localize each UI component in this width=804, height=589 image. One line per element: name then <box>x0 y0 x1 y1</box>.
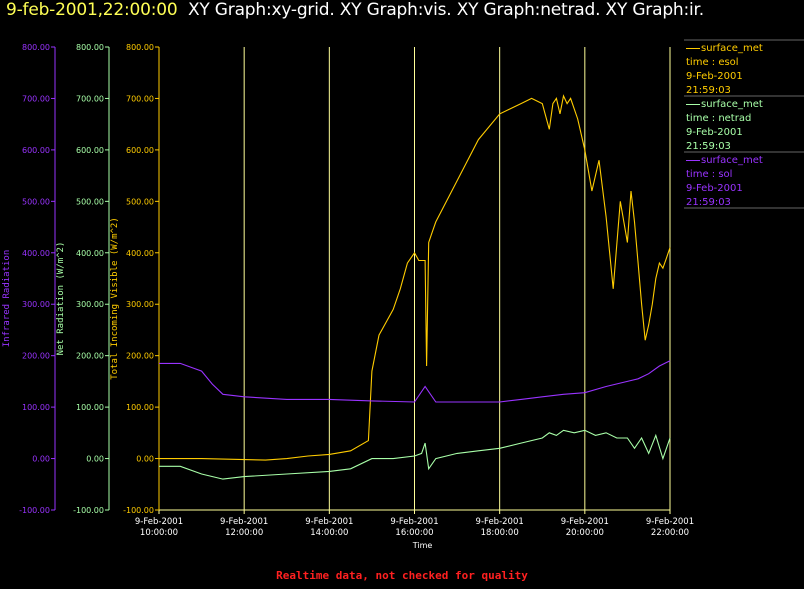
series-line-ir <box>159 360 671 403</box>
y-tick-label-vis: 800.00 <box>126 43 154 52</box>
y-tick-label-ir: 700.00 <box>22 94 50 103</box>
legend-time: 21:59:03 <box>686 85 731 96</box>
legend-var: time : esol <box>686 57 739 68</box>
y-tick-label-ir: 400.00 <box>22 249 50 258</box>
x-tick-label-date: 9-Feb-2001 <box>561 517 609 527</box>
legend-series-name: surface_met <box>686 154 763 168</box>
y-axis-label-ir: Infrared Radiation <box>2 250 12 348</box>
x-axis-label: Time <box>412 541 433 550</box>
y-tick-label-vis: -100.00 <box>123 506 154 515</box>
y-tick-label-ir: 800.00 <box>22 43 50 52</box>
x-tick-label-date: 9-Feb-2001 <box>305 517 353 527</box>
y-tick-label-ir: -100.00 <box>19 506 50 515</box>
x-tick-label-date: 9-Feb-2001 <box>476 517 524 527</box>
y-tick-label-netrad: 100.00 <box>76 403 104 412</box>
x-tick-label-date: 9-Feb-2001 <box>135 517 183 527</box>
y-tick-label-netrad: 500.00 <box>76 197 104 206</box>
legend-var: time : sol <box>686 169 733 180</box>
y-tick-label-vis: 700.00 <box>126 94 154 103</box>
x-tick-label-time: 12:00:00 <box>225 528 263 538</box>
y-tick-label-netrad: 300.00 <box>76 300 104 309</box>
legend-series-label: surface_met <box>701 43 763 54</box>
y-tick-label-netrad: 400.00 <box>76 249 104 258</box>
y-tick-label-vis: 500.00 <box>126 197 154 206</box>
y-axis-label-netrad: Net Radiation (W/m^2) <box>56 242 66 356</box>
y-axis-label-vis: Total Incoming Visible (W/m^2) <box>110 217 120 380</box>
series-line-netrad <box>159 429 671 480</box>
y-tick-label-vis: 300.00 <box>126 300 154 309</box>
x-tick-label-time: 18:00:00 <box>481 528 519 538</box>
x-tick-label-date: 9-Feb-2001 <box>390 517 438 527</box>
y-tick-label-vis: 0.00 <box>136 455 154 464</box>
y-tick-label-netrad: 200.00 <box>76 352 104 361</box>
y-tick-label-netrad: -100.00 <box>73 506 104 515</box>
header-timestamp: 9-feb-2001,22:00:00 <box>6 0 178 20</box>
legend-date: 9-Feb-2001 <box>686 183 743 194</box>
legend-swatch <box>686 47 700 49</box>
x-tick-label-time: 16:00:00 <box>395 528 433 538</box>
y-tick-label-vis: 200.00 <box>126 352 154 361</box>
y-tick-label-vis: 600.00 <box>126 146 154 155</box>
y-tick-label-vis: 400.00 <box>126 249 154 258</box>
y-tick-label-ir: 200.00 <box>22 352 50 361</box>
y-tick-label-ir: 100.00 <box>22 403 50 412</box>
quality-warning: Realtime data, not checked for quality <box>276 569 528 582</box>
page-title: 9-feb-2001,22:00:00 XY Graph:xy-grid. XY… <box>6 0 704 20</box>
y-tick-label-ir: 500.00 <box>22 197 50 206</box>
x-tick-label-time: 20:00:00 <box>566 528 604 538</box>
x-tick-label-time: 10:00:00 <box>140 528 178 538</box>
legend-series-name: surface_met <box>686 98 763 112</box>
legend-swatch <box>686 159 700 161</box>
x-tick-label-date: 9-Feb-2001 <box>646 517 694 527</box>
legend-series-label: surface_met <box>701 99 763 110</box>
y-tick-label-netrad: 800.00 <box>76 43 104 52</box>
y-tick-label-netrad: 0.00 <box>86 455 104 464</box>
header-graph-list: XY Graph:xy-grid. XY Graph:vis. XY Graph… <box>187 0 704 20</box>
series-line-vis <box>159 94 671 461</box>
legend-series-label: surface_met <box>701 155 763 166</box>
y-tick-label-ir: 0.00 <box>32 455 50 464</box>
y-tick-label-netrad: 600.00 <box>76 146 104 155</box>
legend-series-name: surface_met <box>686 42 763 56</box>
legend-time: 21:59:03 <box>686 141 731 152</box>
legend-time: 21:59:03 <box>686 197 731 208</box>
legend-var: time : netrad <box>686 113 752 124</box>
x-tick-label-time: 22:00:00 <box>651 528 689 538</box>
y-tick-label-ir: 300.00 <box>22 300 50 309</box>
x-tick-label-date: 9-Feb-2001 <box>220 517 268 527</box>
legend-swatch <box>686 103 700 105</box>
x-tick-label-time: 14:00:00 <box>310 528 348 538</box>
legend-date: 9-Feb-2001 <box>686 71 743 82</box>
y-tick-label-vis: 100.00 <box>126 403 154 412</box>
legend-date: 9-Feb-2001 <box>686 127 743 138</box>
y-tick-label-ir: 600.00 <box>22 146 50 155</box>
y-tick-label-netrad: 700.00 <box>76 94 104 103</box>
